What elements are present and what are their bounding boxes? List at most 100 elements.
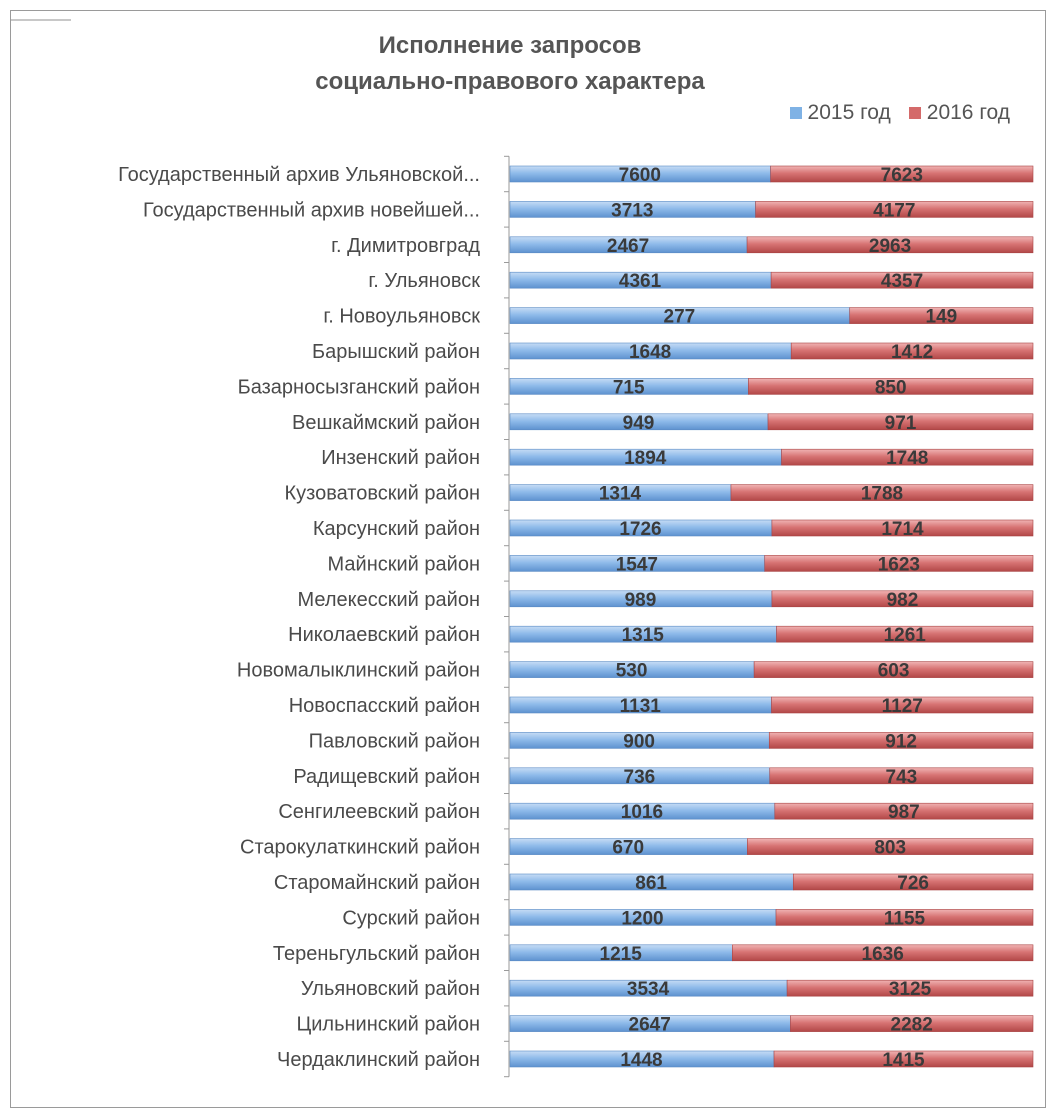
category-label: Тереньгульский район	[273, 943, 480, 965]
category-label: Николаевский район	[288, 624, 480, 646]
bar-2016	[790, 342, 1034, 360]
data-label-2015: 949	[623, 413, 655, 434]
data-label-2016: 3125	[889, 979, 932, 1000]
data-label-2016: 982	[887, 590, 919, 611]
data-label-2015: 1894	[624, 448, 667, 469]
data-label-2016: 4177	[873, 200, 915, 221]
data-label-2016: 1714	[881, 519, 924, 540]
category-label: Сурский район	[342, 907, 480, 929]
legend-item-2015: 2015 год	[789, 101, 891, 125]
bar-2016	[769, 767, 1034, 785]
data-label-2015: 1215	[600, 944, 643, 965]
legend-item-2016: 2016 год	[908, 101, 1010, 125]
category-label: Цильнинский район	[296, 1014, 480, 1036]
data-label-2015: 736	[624, 767, 656, 788]
data-label-2016: 2963	[869, 236, 911, 257]
category-label: Вешкаймский район	[292, 412, 480, 434]
data-label-2016: 1748	[886, 448, 928, 469]
data-label-2015: 3713	[611, 200, 653, 221]
chart-title-line-2: социально-правового характера	[315, 68, 705, 95]
data-label-2015: 715	[613, 377, 645, 398]
chart-title: Исполнение запросов социально-правового …	[230, 28, 790, 100]
legend-swatch-2016	[908, 107, 921, 119]
data-label-2016: 149	[926, 307, 958, 328]
category-label: Базарносызганский район	[238, 376, 480, 398]
data-label-2015: 900	[623, 731, 655, 752]
bar-2016	[755, 201, 1034, 218]
bar-2016	[746, 236, 1034, 254]
data-label-2016: 1623	[878, 554, 920, 575]
category-label: Павловский район	[309, 730, 480, 752]
bar-2016	[768, 732, 1034, 749]
data-label-2015: 1314	[599, 484, 642, 505]
bar-2016	[764, 555, 1034, 572]
data-label-2015: 670	[612, 838, 644, 859]
category-label: Старокулаткинский район	[240, 837, 480, 859]
category-label: Старомайнский район	[274, 872, 480, 894]
bar-2016	[770, 165, 1034, 183]
bar-2016	[849, 307, 1034, 324]
bar-2016	[775, 909, 1034, 926]
category-label: Чердаклинский район	[277, 1049, 480, 1071]
data-label-2016: 1155	[884, 908, 926, 929]
data-label-2015: 1547	[616, 554, 658, 575]
bar-2016	[773, 1050, 1034, 1068]
category-label: Государственный архив Ульяновской...	[118, 164, 480, 186]
category-label: Ульяновский район	[301, 978, 480, 1000]
data-label-2016: 1261	[884, 625, 927, 646]
category-label: Сенгилеевский район	[278, 801, 480, 823]
data-label-2015: 1448	[620, 1050, 662, 1071]
data-label-2015: 861	[635, 873, 667, 894]
data-label-2015: 2467	[607, 236, 649, 257]
data-label-2016: 1412	[891, 342, 933, 363]
data-label-2015: 1016	[621, 802, 663, 823]
bar-2016	[767, 413, 1034, 431]
data-label-2016: 1127	[882, 696, 923, 717]
chart-title-line-1: Исполнение запросов	[378, 32, 642, 59]
category-label: Инзенский район	[321, 447, 480, 469]
category-label: Новоспасский район	[289, 695, 480, 717]
data-label-2016: 7623	[881, 165, 923, 186]
data-label-2015: 989	[625, 590, 657, 611]
data-label-2016: 1415	[882, 1050, 925, 1071]
data-label-2015: 530	[616, 661, 648, 682]
bar-2016	[771, 696, 1034, 714]
bar-2016	[732, 944, 1034, 962]
data-label-2015: 1726	[619, 519, 661, 540]
legend-label-2015: 2015 год	[807, 101, 891, 124]
category-label: Кузоватовский район	[285, 483, 481, 505]
data-label-2016: 4357	[881, 271, 923, 292]
data-label-2015: 4361	[619, 271, 662, 292]
legend-swatch-2015	[789, 107, 802, 119]
data-label-2016: 987	[888, 802, 920, 823]
bar-2016	[771, 590, 1034, 608]
bar-2016	[748, 378, 1034, 395]
bar-2016	[774, 802, 1034, 820]
chart-legend: 2015 год 2016 год	[789, 101, 1010, 125]
category-label: г. Ульяновск	[368, 270, 480, 292]
data-label-2016: 603	[878, 661, 910, 682]
data-label-2016: 726	[897, 873, 929, 894]
bar-2016	[771, 519, 1034, 537]
corner-mark	[11, 11, 71, 21]
data-label-2015: 1648	[629, 342, 671, 363]
data-label-2015: 1131	[620, 696, 662, 717]
category-label: г. Новоульяновск	[323, 306, 480, 328]
data-label-2015: 277	[664, 307, 696, 328]
bar-2016	[730, 484, 1034, 501]
category-label: Радищевский район	[293, 766, 480, 788]
bar-2016	[770, 271, 1034, 289]
data-label-2015: 2647	[629, 1015, 671, 1036]
data-label-2016: 1788	[861, 484, 903, 505]
data-label-2015: 1200	[621, 908, 663, 929]
data-label-2015: 1315	[622, 625, 665, 646]
data-label-2016: 850	[875, 377, 907, 398]
bar-2016	[781, 448, 1034, 466]
category-label: Новомалыклинский район	[237, 660, 480, 682]
data-label-2016: 2282	[891, 1015, 933, 1036]
bar-2016	[747, 838, 1034, 855]
data-label-2015: 3534	[627, 979, 670, 1000]
data-label-2016: 912	[885, 731, 917, 752]
bar-2016	[776, 625, 1034, 643]
